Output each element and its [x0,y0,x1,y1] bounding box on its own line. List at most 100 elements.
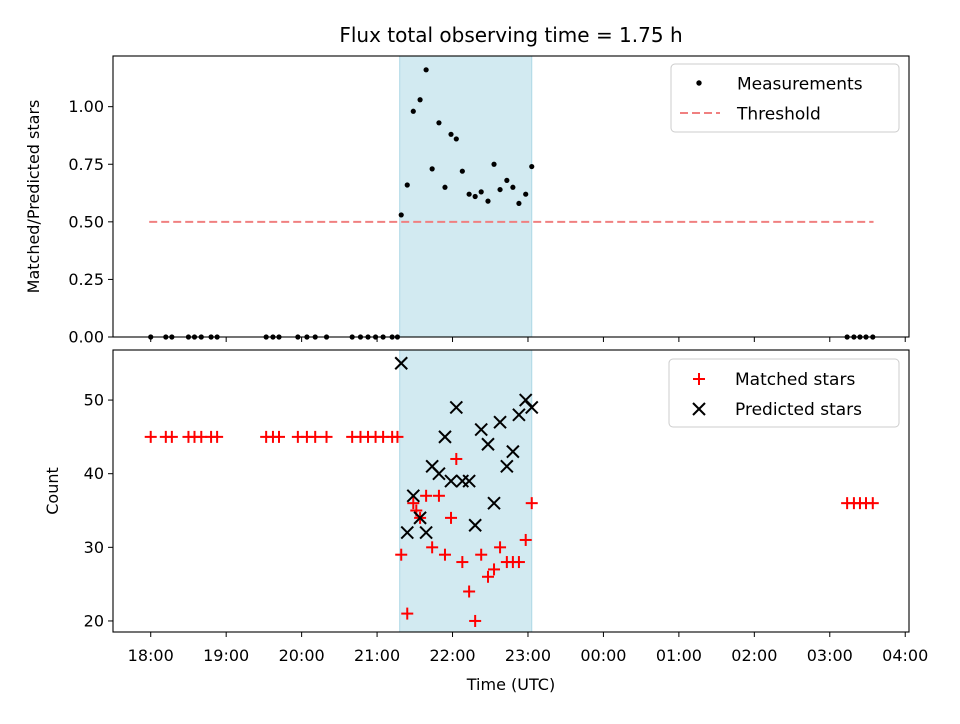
measurement-point [459,168,465,174]
predicted-star-point [413,511,427,525]
xtick-label: 23:00 [505,646,551,665]
xtick-label: 22:00 [429,646,475,665]
bottom-y-axis-label: Count [43,467,62,515]
matched-star-point [481,570,494,583]
legend-label-measurements: Measurements [737,75,863,95]
predicted-star-point [512,408,526,422]
top-ytick-label: 1.00 [68,97,104,116]
bottom-legend-frame [668,358,900,428]
measurement-point [516,200,522,207]
top-plot-frame [112,55,910,338]
matched-star-point [320,430,333,443]
top-y-axis-label: Matched/Predicted stars [24,100,43,294]
legend-marker-measurements [696,80,702,86]
top-legend-frame [670,63,900,133]
measurement-point [429,166,435,172]
matched-star-point [866,497,879,510]
predicted-star-point [500,459,514,474]
measurement-point [453,136,459,142]
matched-star-point [165,430,178,443]
measurement-point [523,191,529,197]
predicted-star-point [394,356,408,370]
matched-star-point [494,541,507,554]
matched-star-point [395,548,408,561]
bottom-panel: 20 30 40 50 18:00 19:00 20:00 21:00 22:00 23:00 0… [43,349,928,694]
xtick-label: 18:00 [128,646,174,665]
matched-star-point [463,585,476,598]
predicted-star-point [406,489,420,503]
predicted-star-point [419,525,433,540]
matched-star-point [391,430,404,443]
legend-label-threshold: Threshold [736,105,821,125]
xtick-label: 20:00 [279,646,325,665]
matched-star-point [512,556,525,569]
matched-star-point [469,614,482,627]
legend-label-matched-stars: Matched stars [735,370,855,390]
measurement-point [485,198,491,204]
measurement-point [529,163,535,170]
matched-star-point [488,563,501,576]
predicted-star-point [506,444,520,459]
xtick-label: 03:00 [807,646,853,665]
legend-label-predicted-stars: Predicted stars [735,400,862,420]
measurement-point [398,212,404,218]
predicted-star-point [449,400,464,415]
measurement-point [442,184,448,190]
bot-ytick-label: 50 [84,391,104,410]
measurement-point [478,189,484,195]
top-shaded-interval [399,55,533,338]
measurement-point [423,67,429,73]
matched-star-point [450,452,463,465]
measurement-point [448,131,454,137]
top-ytick-label: 0.50 [68,212,104,231]
xtick-label: 02:00 [731,646,777,665]
measurement-point [472,193,478,200]
matched-star-point [407,497,420,510]
measurement-point [404,182,410,188]
predicted-star-point [400,525,414,540]
top-legend: Measurements Threshold [670,63,900,133]
measurement-point [417,97,423,103]
predicted-star-point [474,422,488,437]
bot-ytick-label: 20 [84,611,104,630]
xtick-label: 00:00 [580,646,626,665]
matched-star-point [309,430,322,443]
top-ytick-label: 0.75 [68,155,104,174]
matched-star-point [519,533,532,546]
matched-star-point [144,430,157,443]
x-axis-label: Time (UTC) [466,675,555,694]
matched-star-point [420,489,433,502]
predicted-star-point [462,474,476,488]
bottom-legend: Matched stars Predicted stars [668,358,900,428]
predicted-star-point [525,400,539,415]
matched-star-point [401,607,414,620]
xtick-label: 01:00 [656,646,702,665]
top-ytick-label: 0.25 [68,270,104,289]
predicted-star-point [438,430,452,444]
bot-shaded-interval [399,349,533,633]
measurement-point [497,186,503,193]
measurement-point [436,120,442,126]
bottom-plot-frame [112,349,910,633]
matched-star-point [445,511,458,524]
bot-ytick-label: 30 [84,538,104,557]
predicted-star-point [432,466,446,481]
chart-title: Flux total observing time = 1.75 h [339,23,682,47]
matched-star-point [525,497,538,510]
legend-marker-predicted-stars [692,402,706,416]
predicted-star-point [468,518,482,532]
matched-star-point [438,548,451,561]
measurement-point [410,108,416,114]
measurement-point [491,161,497,167]
matched-star-point [432,489,445,502]
bot-ytick-label: 40 [84,464,104,483]
predicted-star-point [493,415,507,429]
predicted-star-point [444,474,458,488]
matched-star-point [456,556,469,569]
xtick-label: 19:00 [203,646,249,665]
predicted-star-point [481,437,495,451]
predicted-star-point [487,496,501,510]
matched-star-point [272,430,285,443]
measurement-point [466,191,472,197]
